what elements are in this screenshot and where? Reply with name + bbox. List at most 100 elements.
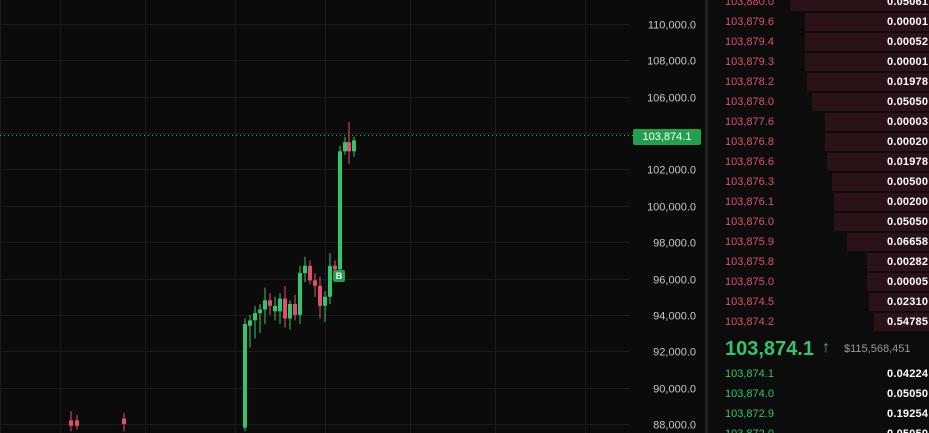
ask-price: 103,876.1 [725,196,774,208]
ask-row[interactable]: 103,874.5 0.02310 [708,292,929,312]
candle-body [318,285,322,306]
ask-row[interactable]: 103,878.0 0.05050 [708,92,929,112]
arrow-up-icon: ↑ [822,339,830,356]
candle-body [328,265,332,297]
ask-quantity: 0.00020 [887,136,929,148]
order-book: 103,880.0 0.05061 103,879.6 0.00001 103,879.… [708,0,929,433]
ask-row[interactable]: 103,876.8 0.00020 [708,132,929,152]
candle-body [347,142,351,152]
bid-price: 103,874.1 [725,368,774,380]
depth-bar [790,0,929,11]
depth-bar [832,173,929,191]
y-axis-tick-label: 108,000.0 [647,56,696,68]
ask-price: 103,879.4 [725,36,774,48]
candle-body [253,313,257,321]
mid-usd-value: $115,568,451 [844,343,911,355]
ask-row[interactable]: 103,874.2 0.54785 [708,312,929,332]
ask-price: 103,880.0 [725,0,774,8]
y-axis-tick-label: 90,000.0 [653,384,696,396]
ask-price: 103,874.2 [725,316,774,328]
ask-quantity: 0.05050 [887,216,929,228]
candle-body [268,300,272,306]
ask-quantity: 0.00200 [887,196,929,208]
bid-row[interactable]: 103,872.9 0.19254 [708,404,929,424]
ask-quantity: 0.00003 [887,116,929,128]
buy-marker[interactable]: B [333,270,345,282]
ask-row[interactable]: 103,875.0 0.00005 [708,272,929,292]
ask-quantity: 0.01978 [887,76,929,88]
ask-row[interactable]: 103,879.4 0.00052 [708,32,929,52]
candle-body [343,142,347,152]
ask-quantity: 0.02310 [887,296,929,308]
ask-quantity: 0.00001 [887,16,929,28]
ask-price: 103,878.0 [725,96,774,108]
candle-body [122,418,126,424]
ask-row[interactable]: 103,878.2 0.01978 [708,72,929,92]
ask-price: 103,874.5 [725,296,774,308]
candle-body [308,265,312,281]
ask-quantity: 0.05061 [887,0,929,8]
y-axis-tick-label: 100,000.0 [647,202,696,214]
bid-price: 103,874.0 [725,388,774,400]
panel-divider[interactable] [705,0,708,433]
depth-bar [812,93,929,111]
y-axis-tick-label: 102,000.0 [647,165,696,177]
ask-price: 103,876.3 [725,176,774,188]
y-axis-tick-label: 88,000.0 [653,420,696,432]
bid-quantity: 0.04224 [887,368,929,380]
ask-quantity: 0.00500 [887,176,929,188]
candle-body [248,320,252,326]
candle-body [313,280,317,286]
ask-row[interactable]: 103,877.6 0.00003 [708,112,929,132]
bid-price: 103,872.0 [725,428,774,433]
ask-price: 103,876.6 [725,156,774,168]
candlestick-chart[interactable]: 110,000.0108,000.0106,000.0104,000.0102,… [0,0,705,433]
depth-bar [807,73,929,91]
ask-row[interactable]: 103,880.0 0.05061 [708,0,929,12]
depth-bar [867,273,929,291]
ask-row[interactable]: 103,879.6 0.00001 [708,12,929,32]
candle-body [263,300,267,310]
ask-quantity: 0.54785 [887,316,929,328]
y-axis-tick-label: 110,000.0 [648,20,696,32]
bid-row[interactable]: 103,872.0 0.05050 [708,424,929,433]
price-chart[interactable]: 110,000.0108,000.0106,000.0104,000.0102,… [0,0,705,433]
order-book-mid: 103,874.1 ↑ $115,568,451 [725,336,929,362]
ask-row[interactable]: 103,876.6 0.01978 [708,152,929,172]
bid-quantity: 0.05050 [887,388,929,400]
ask-row[interactable]: 103,876.3 0.00500 [708,172,929,192]
ask-quantity: 0.00005 [887,276,929,288]
candle-body [75,420,79,426]
y-axis-tick-label: 92,000.0 [653,347,696,359]
ask-row[interactable]: 103,875.9 0.06658 [708,232,929,252]
bid-quantity: 0.19254 [887,408,929,420]
depth-bar [847,233,929,251]
ask-price: 103,875.9 [725,236,774,248]
candle-body [323,296,327,306]
ask-price: 103,879.6 [725,16,774,28]
bid-row[interactable]: 103,874.1 0.04224 [708,364,929,384]
candle-body [243,324,247,428]
depth-bar [827,153,929,171]
y-axis-tick-label: 94,000.0 [653,311,696,323]
candle-body [293,304,297,315]
depth-bar [874,313,929,331]
candle-body [69,420,73,426]
candle-body [298,273,302,315]
bid-quantity: 0.05050 [887,428,928,433]
bid-price: 103,872.9 [725,408,774,420]
ask-row[interactable]: 103,875.8 0.00282 [708,252,929,272]
y-axis-tick-label: 106,000.0 [647,93,696,105]
candle-body [273,305,277,312]
depth-bar [834,213,929,231]
ask-row[interactable]: 103,876.1 0.00200 [708,192,929,212]
ask-row[interactable]: 103,879.3 0.00001 [708,52,929,72]
ask-price: 103,875.8 [725,256,774,268]
depth-bar [825,133,929,151]
bid-row[interactable]: 103,874.0 0.05050 [708,384,929,404]
ask-row[interactable]: 103,876.0 0.05050 [708,212,929,232]
candle-body [283,298,287,319]
ask-price: 103,875.0 [725,276,774,288]
candle-body [258,309,262,314]
candle-body [278,298,282,312]
